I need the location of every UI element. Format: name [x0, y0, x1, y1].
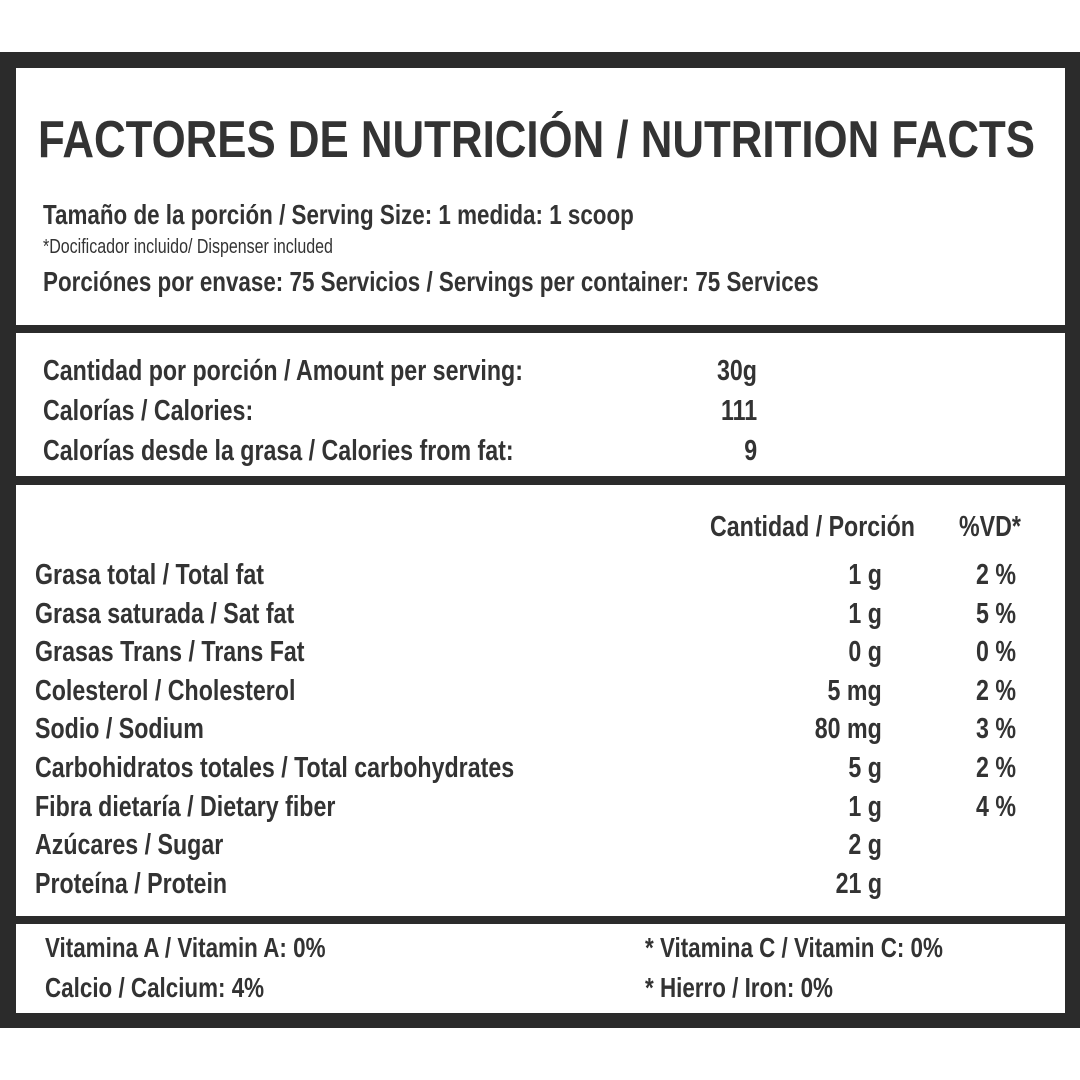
amount-label: Calorías / Calories:	[43, 395, 254, 427]
vitamin: Calcio / Calcium: 4%	[45, 972, 265, 1003]
divider	[0, 476, 1080, 485]
nutrient-name: Grasa saturada / Sat fat	[35, 597, 295, 630]
daily-value: 2 %	[976, 559, 1016, 591]
nutrient-amount: 5 mg	[827, 674, 882, 707]
amount-label: Calorías desde la grasa / Calories from …	[43, 435, 514, 467]
nutrient-name: Sodio / Sodium	[35, 713, 204, 746]
title: FACTORES DE NUTRICIÓN / NUTRITION FACTS	[38, 111, 1035, 169]
nutrient-name: Azúcares / Sugar	[35, 829, 224, 862]
divider	[0, 916, 1080, 924]
nutrient-amount: 1 g	[848, 790, 882, 823]
column-header: %VD*	[959, 511, 1021, 543]
divider	[0, 325, 1080, 333]
daily-value: 3 %	[976, 713, 1016, 746]
daily-value: 0 %	[976, 636, 1016, 669]
nutrient-name: Carbohidratos totales / Total carbohydra…	[35, 752, 515, 784]
dispenser-note: *Docificador incluido/ Dispenser include…	[43, 236, 333, 258]
nutrient-name: Grasas Trans / Trans Fat	[35, 636, 305, 669]
column-header: Cantidad / Porción	[710, 511, 915, 543]
servings-per-container: Porciónes por envase: 75 Servicios / Ser…	[43, 266, 819, 297]
nutrient-amount: 0 g	[848, 636, 882, 669]
nutrient-name: Grasa total / Total fat	[35, 559, 265, 591]
amount-value: 111	[720, 395, 757, 427]
daily-value: 2 %	[976, 752, 1016, 784]
vitamin: * Hierro / Iron: 0%	[645, 972, 833, 1003]
amount-value: 9	[744, 435, 757, 467]
daily-value: 5 %	[976, 597, 1016, 630]
nutrient-amount: 5 g	[848, 752, 882, 784]
serving-size: Tamaño de la porción / Serving Size: 1 m…	[43, 199, 634, 230]
nutrient-name: Fibra dietaría / Dietary fiber	[35, 790, 336, 823]
nutrient-amount: 80 mg	[814, 713, 882, 746]
nutrient-amount: 2 g	[848, 829, 882, 862]
nutrient-name: Proteína / Protein	[35, 867, 228, 900]
nutrient-amount: 21 g	[835, 867, 882, 900]
daily-value: 2 %	[976, 674, 1016, 707]
vitamin: * Vitamina C / Vitamin C: 0%	[645, 932, 943, 963]
frame-top	[0, 52, 1080, 68]
frame-right	[1065, 52, 1080, 1028]
amount-label: Cantidad por porción / Amount per servin…	[43, 355, 523, 387]
daily-value: 4 %	[976, 790, 1016, 823]
nutrient-amount: 1 g	[848, 597, 882, 630]
amount-value: 30g	[717, 355, 757, 387]
frame-left	[0, 52, 16, 1028]
frame-bottom	[0, 1013, 1080, 1028]
vitamin: Vitamina A / Vitamin A: 0%	[45, 932, 326, 963]
nutrient-name: Colesterol / Cholesterol	[35, 674, 296, 707]
nutrient-amount: 1 g	[848, 559, 882, 591]
